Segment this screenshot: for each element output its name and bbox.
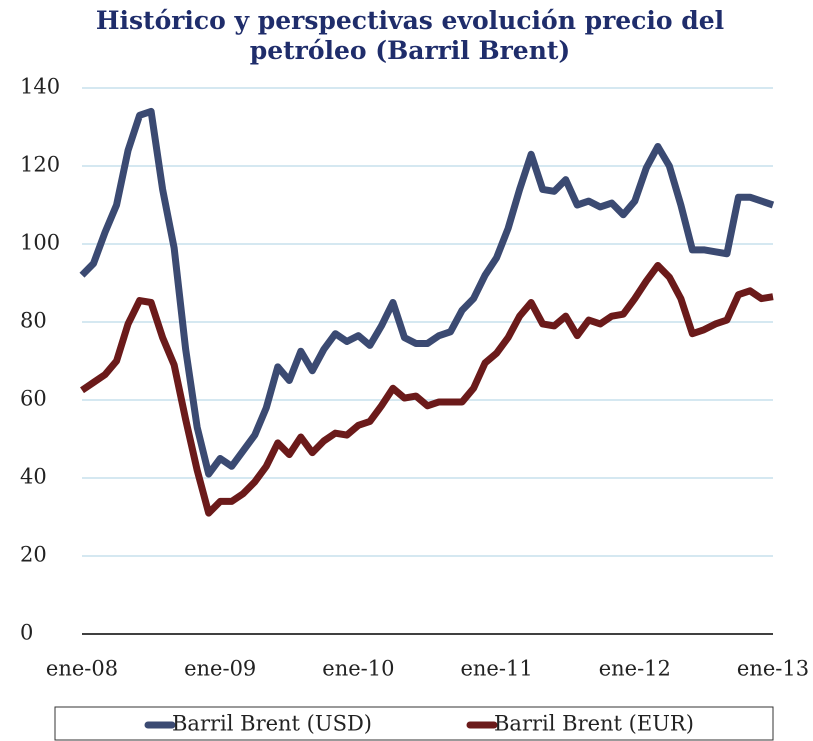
y-tick-label: 0 [20, 621, 33, 645]
legend-box [54, 706, 774, 741]
x-tick-label: ene-13 [737, 657, 809, 681]
y-tick-label: 140 [20, 75, 60, 99]
y-tick-label: 20 [20, 543, 47, 567]
series-line [80, 261, 774, 517]
y-tick-label: 100 [20, 231, 60, 255]
legend-label: Barril Brent (EUR) [494, 712, 694, 736]
y-tick-label: 120 [20, 153, 60, 177]
y-tick-label: 80 [20, 309, 47, 333]
x-tick-label: ene-10 [322, 657, 394, 681]
x-tick-label: ene-11 [460, 657, 532, 681]
chart-title: Histórico y perspectivas evolución preci… [95, 6, 725, 65]
series-line [79, 107, 775, 478]
y-tick-label: 40 [20, 465, 47, 489]
x-tick-label: ene-08 [46, 657, 118, 681]
x-tick-label: ene-09 [184, 657, 256, 681]
y-tick-label: 60 [20, 387, 47, 411]
x-tick-label: ene-12 [599, 657, 671, 681]
legend-label: Barril Brent (USD) [172, 712, 372, 736]
